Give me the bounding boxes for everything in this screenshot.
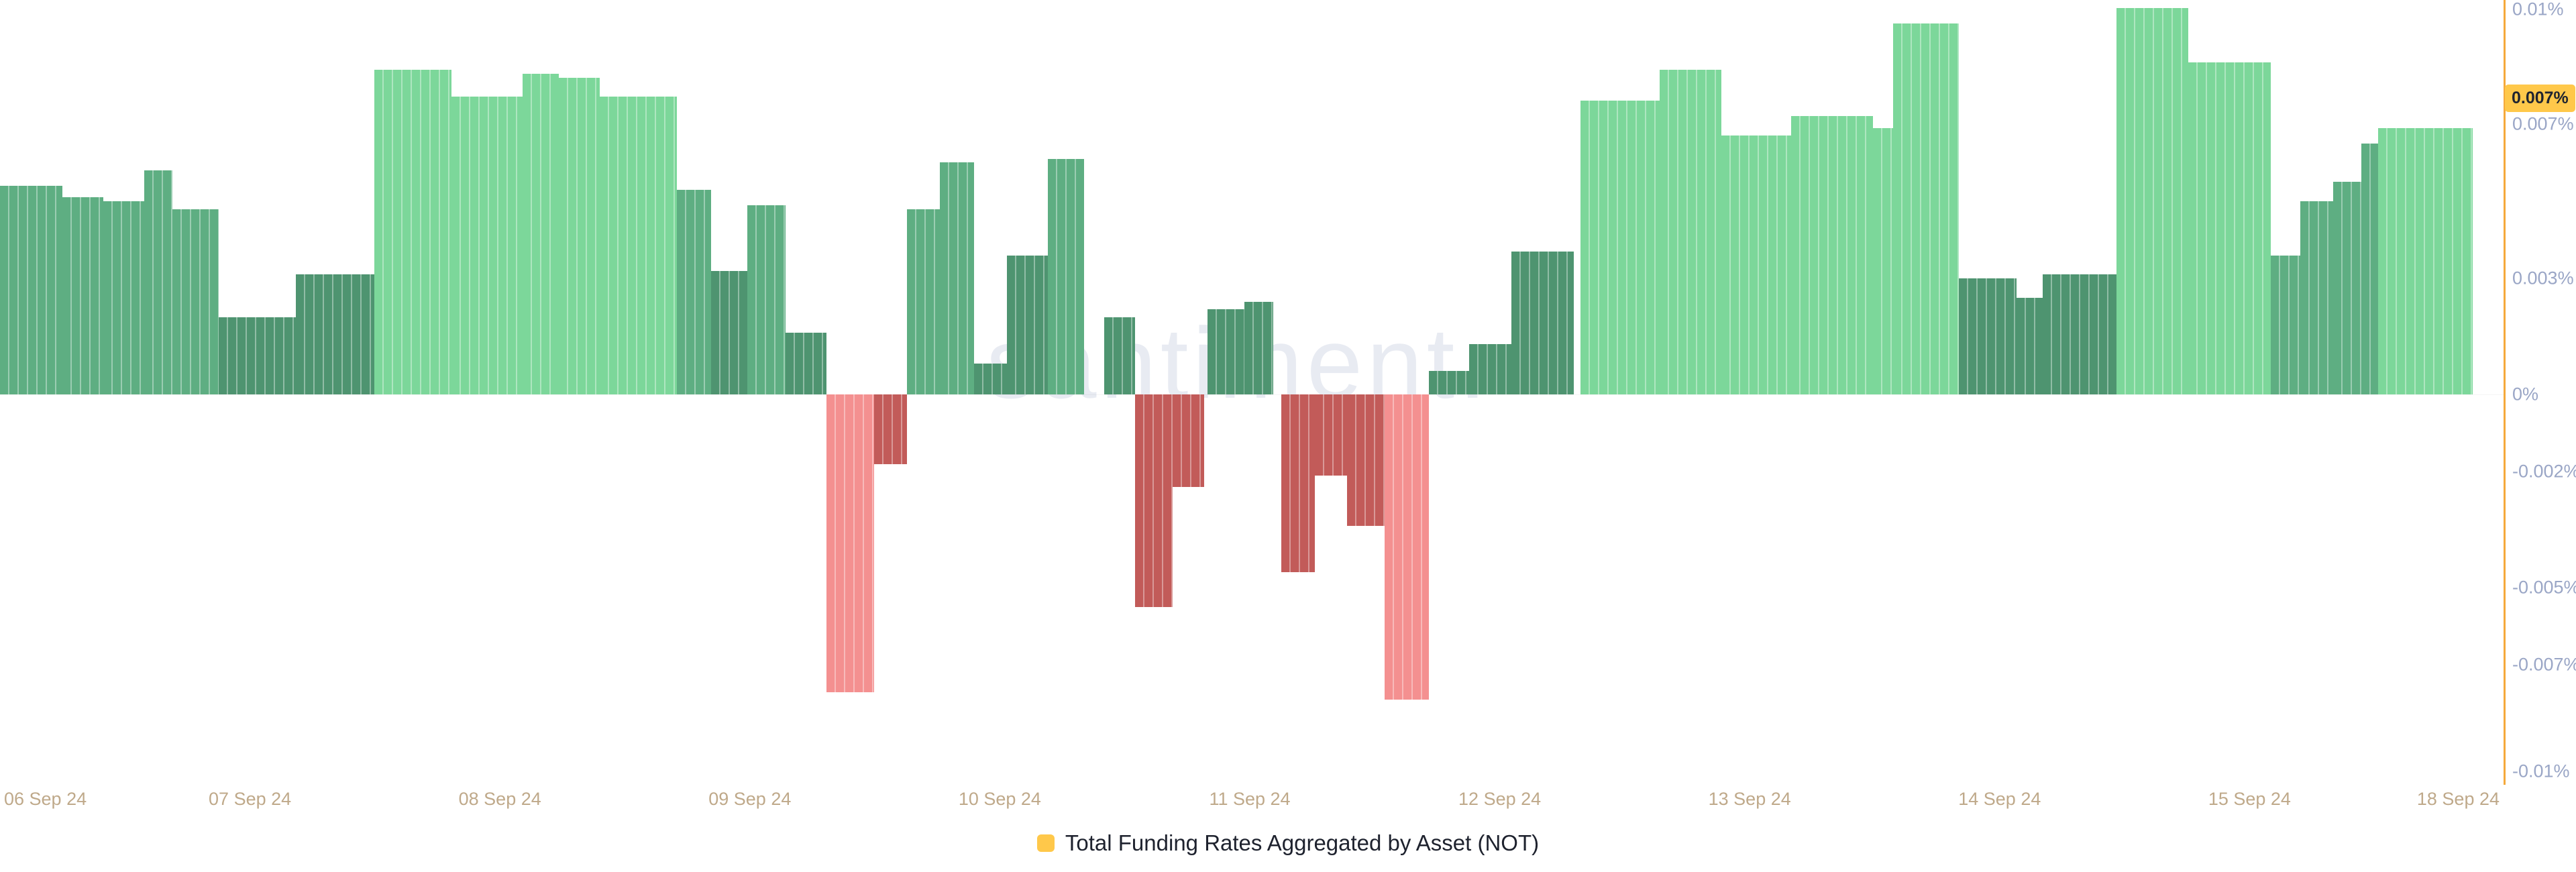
funding-rate-bar[interactable] (747, 205, 786, 394)
funding-rate-bar[interactable] (0, 185, 62, 394)
funding-rate-bar[interactable] (1893, 23, 1959, 394)
legend-label: Total Funding Rates Aggregated by Asset … (1065, 830, 1540, 855)
funding-rate-bar[interactable] (219, 317, 296, 394)
funding-rate-bar[interactable] (374, 70, 451, 394)
x-axis-date-label: 14 Sep 24 (1958, 789, 2041, 809)
x-axis-date-label: 11 Sep 24 (1209, 789, 1291, 809)
x-axis-date-label: 07 Sep 24 (209, 789, 292, 809)
y-axis-tick-label: -0.002% (2512, 461, 2576, 482)
funding-rate-bar[interactable] (62, 197, 103, 394)
funding-rate-bar[interactable] (1007, 255, 1048, 394)
funding-rate-bar[interactable] (144, 170, 172, 394)
funding-rate-bar[interactable] (559, 77, 600, 394)
zero-baseline (0, 394, 2504, 395)
funding-rate-bar[interactable] (1791, 116, 1873, 394)
funding-rate-bar[interactable] (523, 73, 559, 394)
y-axis-tick-label: 0.01% (2512, 0, 2564, 19)
plot-area[interactable]: santiment. (0, 0, 2504, 785)
funding-rate-bar[interactable] (1208, 309, 1244, 394)
funding-rate-bar[interactable] (1104, 317, 1135, 394)
funding-rate-bar[interactable] (1580, 101, 1660, 394)
y-axis-tick-label: -0.01% (2512, 761, 2570, 781)
funding-rate-bar[interactable] (1173, 394, 1204, 488)
x-axis-date-label: 13 Sep 24 (1708, 789, 1791, 809)
funding-rate-bar[interactable] (600, 97, 677, 394)
funding-rate-bar[interactable] (1511, 251, 1574, 394)
y-axis-tick-label: -0.007% (2512, 654, 2576, 675)
funding-rate-bar[interactable] (2333, 182, 2361, 394)
y-axis-tick-label: 0.007% (2512, 113, 2574, 134)
funding-rate-bar[interactable] (2017, 298, 2043, 394)
funding-rate-bar[interactable] (874, 394, 907, 464)
funding-rate-bar[interactable] (1048, 158, 1084, 394)
funding-rate-bar[interactable] (786, 332, 826, 394)
y-axis: 0.01% 0.007% 0.003% 0% -0.002% -0.005% -0.007%… (2511, 0, 2576, 785)
y-axis-tick-label: 0% (2512, 384, 2539, 404)
funding-rate-bar[interactable] (1135, 394, 1173, 607)
funding-rate-bar[interactable] (1429, 371, 1469, 394)
funding-rate-bar[interactable] (1660, 70, 1721, 394)
funding-rate-bar[interactable] (1873, 127, 1893, 394)
funding-rate-bar[interactable] (907, 209, 940, 394)
funding-rate-bar[interactable] (1385, 394, 1429, 700)
x-axis-date-label: 08 Sep 24 (458, 789, 541, 809)
x-axis-date-label: 09 Sep 24 (708, 789, 792, 809)
funding-rate-bar[interactable] (296, 274, 374, 394)
funding-rate-bar[interactable] (2271, 255, 2300, 394)
x-axis-date-label: 12 Sep 24 (1458, 789, 1542, 809)
funding-rate-bar[interactable] (1469, 344, 1511, 394)
funding-rate-bar[interactable] (1959, 278, 2017, 394)
current-value-badge: 0.007% (2505, 85, 2575, 113)
funding-rate-bar[interactable] (1315, 394, 1347, 476)
y-axis-tick-label: 0.003% (2512, 268, 2574, 288)
funding-rate-bar[interactable] (1347, 394, 1385, 526)
funding-rate-bar[interactable] (1244, 301, 1273, 394)
funding-rate-bar[interactable] (2116, 8, 2188, 394)
funding-rate-bar[interactable] (1721, 135, 1791, 394)
funding-rate-bar[interactable] (103, 201, 144, 394)
legend: Total Funding Rates Aggregated by Asset … (0, 830, 2576, 856)
funding-rate-bar[interactable] (1281, 394, 1315, 572)
funding-rate-bar[interactable] (711, 270, 747, 394)
funding-rate-bar[interactable] (974, 363, 1007, 394)
x-axis-date-label: 15 Sep 24 (2208, 789, 2291, 809)
funding-rate-bar[interactable] (940, 162, 974, 394)
y-axis-line[interactable] (2504, 0, 2506, 785)
funding-rate-bar[interactable] (2361, 143, 2378, 394)
funding-rate-bar[interactable] (826, 394, 874, 692)
funding-rate-bar[interactable] (677, 189, 711, 394)
funding-rate-bar[interactable] (2188, 62, 2271, 394)
x-axis-date-label: 06 Sep 24 (4, 789, 87, 809)
x-axis-date-label: 18 Sep 24 (2416, 789, 2500, 809)
x-axis: 06 Sep 24 07 Sep 24 08 Sep 24 09 Sep 24 10 S… (0, 789, 2504, 816)
funding-rate-bar[interactable] (451, 97, 523, 394)
funding-rate-bar[interactable] (2300, 201, 2333, 394)
funding-rate-bar[interactable] (172, 209, 219, 394)
y-axis-tick-label: -0.005% (2512, 577, 2576, 598)
x-axis-date-label: 10 Sep 24 (958, 789, 1041, 809)
funding-rate-bar[interactable] (2378, 127, 2473, 394)
funding-rate-bar[interactable] (2043, 274, 2116, 394)
legend-item-funding-rates[interactable]: Total Funding Rates Aggregated by Asset … (1036, 830, 1540, 856)
legend-color-swatch (1036, 834, 1055, 852)
